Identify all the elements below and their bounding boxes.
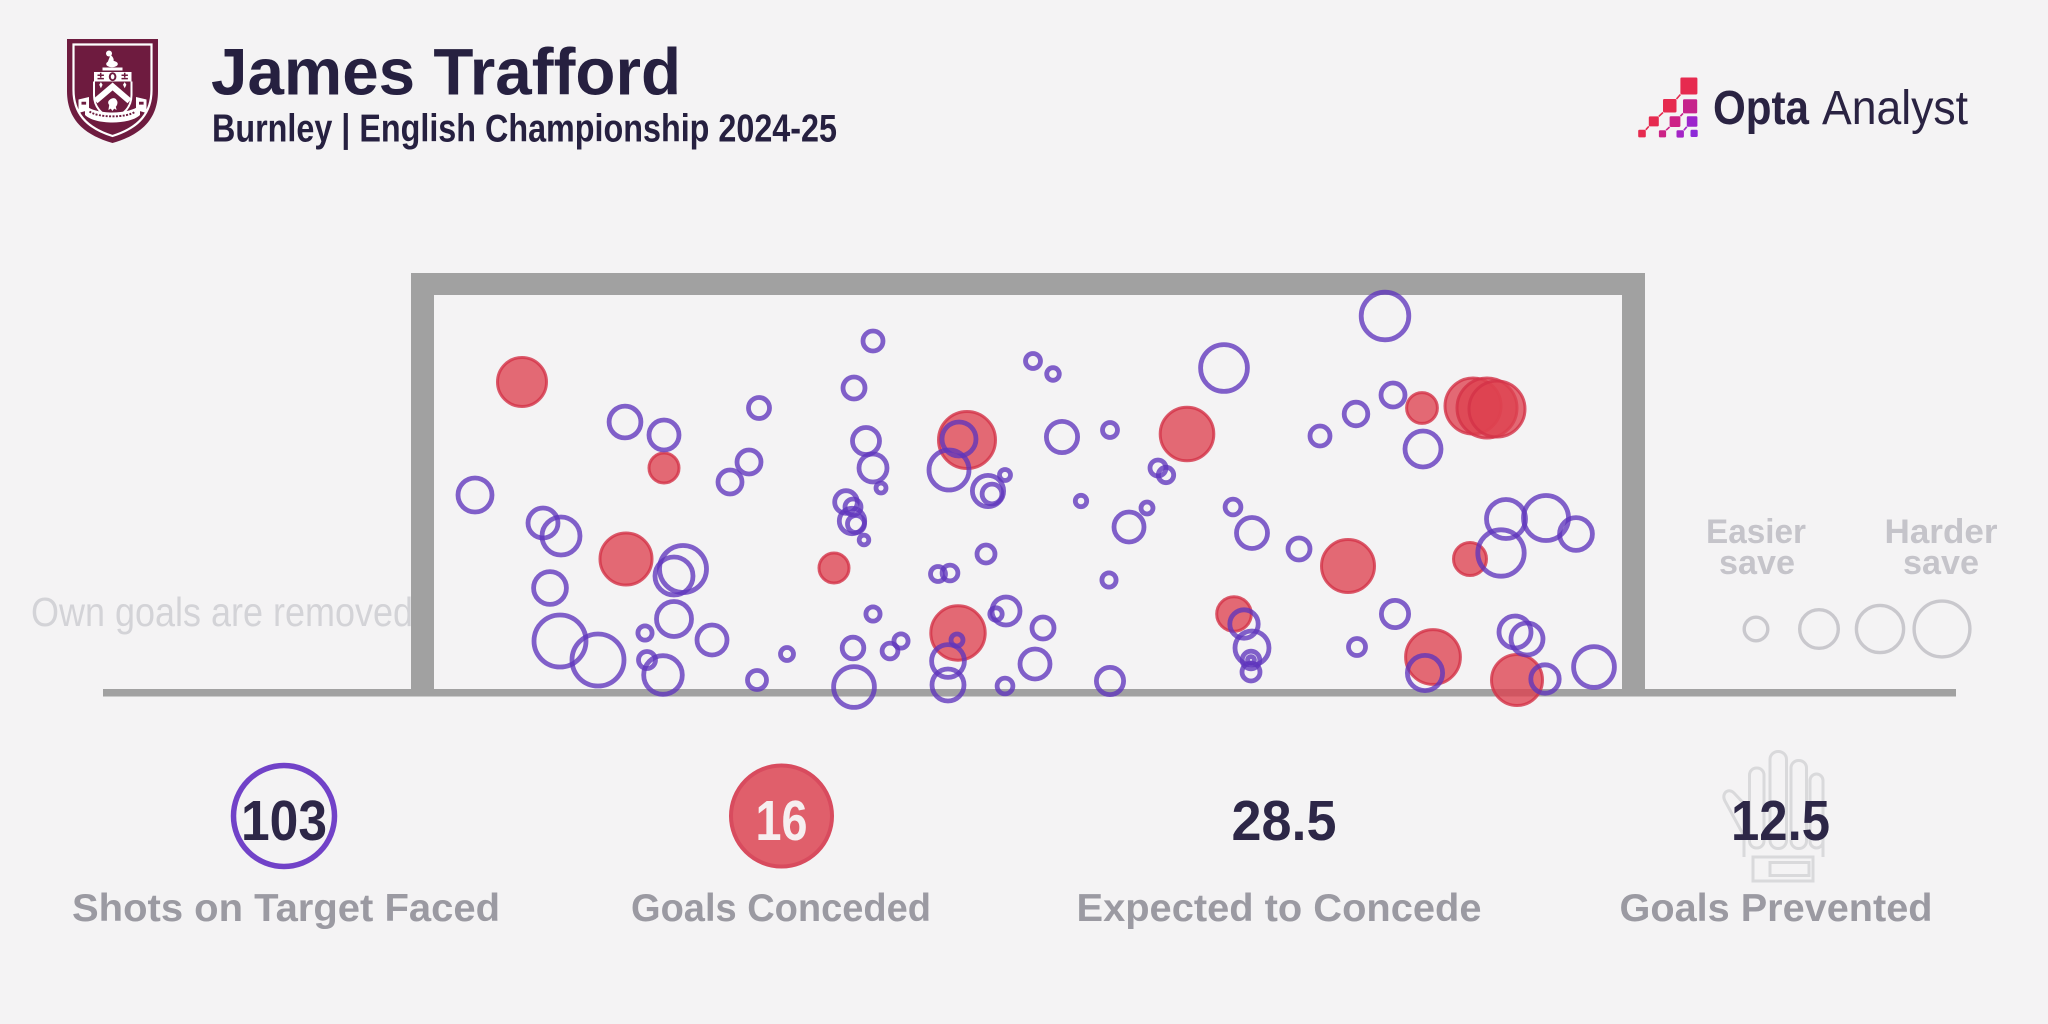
svg-text:16: 16 <box>756 789 808 853</box>
svg-text:Opta: Opta <box>1713 81 1810 135</box>
svg-text:James Trafford: James Trafford <box>211 35 681 109</box>
svg-text:Own goals are removed: Own goals are removed <box>31 589 413 635</box>
svg-text:Shots on Target Faced: Shots on Target Faced <box>72 887 500 930</box>
svg-text:Burnley | English Championship: Burnley | English Championship 2024-25 <box>212 108 837 151</box>
svg-text:28.5: 28.5 <box>1232 789 1337 853</box>
svg-text:Expected to Concede: Expected to Concede <box>1077 887 1482 930</box>
svg-text:save: save <box>1719 544 1795 582</box>
svg-text:103: 103 <box>241 789 327 853</box>
svg-text:Analyst: Analyst <box>1822 81 1968 135</box>
svg-text:save: save <box>1903 544 1979 582</box>
svg-text:Easier: Easier <box>1706 513 1806 551</box>
svg-text:Goals Prevented: Goals Prevented <box>1620 887 1933 930</box>
svg-text:12.5: 12.5 <box>1731 789 1830 853</box>
svg-text:Goals Conceded: Goals Conceded <box>631 887 931 930</box>
svg-text:Harder: Harder <box>1885 513 1998 551</box>
